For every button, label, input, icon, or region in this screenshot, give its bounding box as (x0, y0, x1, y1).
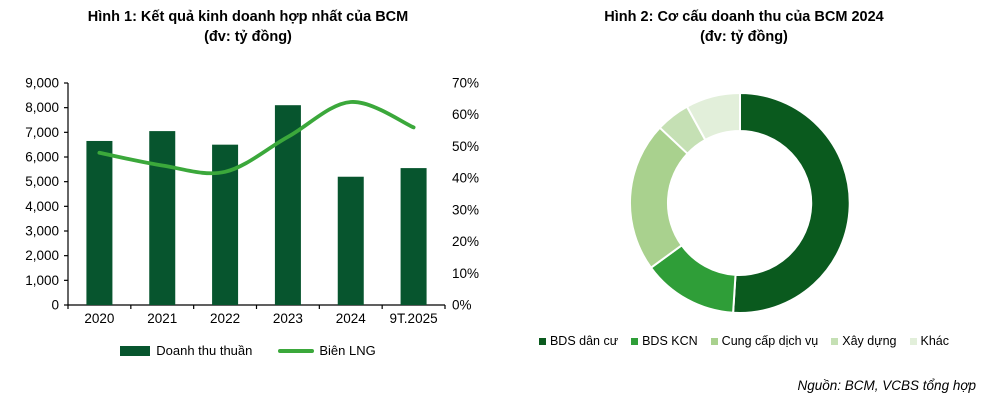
y-axis-right-tick-label: 20% (452, 234, 479, 249)
x-axis-category-label: 2023 (273, 311, 303, 326)
legend-label: Doanh thu thuần (156, 343, 253, 358)
y-axis-left-tick-label: 8,000 (25, 100, 59, 115)
legend-label: Cung cấp dịch vụ (721, 334, 819, 348)
legend-item-bar-series: Doanh thu thuần (120, 343, 252, 358)
bar-2021 (149, 131, 176, 305)
chart1-legend: Doanh thu thuần Biên LNG (0, 343, 496, 358)
donut-segment-0 (732, 92, 851, 314)
bar-2024 (337, 176, 364, 305)
legend-label: Xây dựng (842, 334, 897, 348)
y-axis-right-tick-label: 0% (452, 298, 472, 313)
y-axis-left-tick-label: 7,000 (25, 125, 59, 140)
y-axis-left-tick-label: 0 (51, 298, 59, 313)
source-note: Nguồn: BCM, VCBS tổng hợp (797, 378, 977, 393)
x-axis-category-label: 9T.2025 (390, 311, 438, 326)
chart2-title-line1: Hình 2: Cơ cấu doanh thu của BCM 2024 (604, 9, 884, 25)
legend-item-segment-2: Cung cấp dịch vụ (710, 334, 819, 348)
y-axis-left-tick-label: 1,000 (25, 273, 59, 288)
chart1-title-line2: (đv: tỷ đồng) (204, 28, 292, 45)
legend-item-segment-0: BDS dân cư (538, 334, 619, 348)
revenue-bars (86, 105, 427, 305)
y-axis-left-tick-label: 6,000 (25, 150, 59, 165)
segment-swatch (631, 337, 639, 345)
x-axis-category-label: 2024 (336, 311, 367, 326)
y-axis-left-tick-label: 4,000 (25, 199, 59, 214)
x-axis-category-label: 2022 (210, 311, 240, 326)
segment-swatch (710, 337, 718, 345)
bar-line-chart: 0 1,000 2,000 3,000 4,000 5,000 6,000 7,000 8,00… (25, 76, 479, 327)
y-axis-left-tick-label: 2,000 (25, 248, 59, 263)
y-axis-right-tick-label: 10% (452, 266, 479, 281)
segment-swatch (831, 337, 839, 345)
legend-label: Biên LNG (319, 343, 376, 358)
donut-segment-4 (686, 92, 741, 141)
bar-series-swatch (120, 345, 151, 356)
donut-segment-2 (628, 126, 689, 269)
y-axis-right-tick-label: 60% (452, 107, 479, 122)
y-axis-right-tick-label: 50% (452, 139, 479, 154)
chart1-title-line1: Hình 1: Kết quả kinh doanh hợp nhất của … (87, 9, 409, 25)
bar-2020 (86, 140, 113, 305)
line-series-swatch (278, 348, 315, 353)
chart2-legend: BDS dân cư BDS KCN Cung cấp dịch vụ Xây dựn… (496, 334, 992, 348)
bar-9T.2025 (400, 168, 427, 305)
y-axis-left-tick-label: 5,000 (25, 174, 59, 189)
legend-label: BDS dân cư (549, 334, 619, 348)
legend-label: BDS KCN (642, 334, 698, 348)
y-axis-right-tick-label: 70% (452, 76, 479, 91)
segment-swatch (909, 337, 917, 345)
y-axis-left-tick-label: 3,000 (25, 224, 59, 239)
legend-item-segment-4: Khác (909, 334, 950, 348)
y-axis-right-tick-label: 30% (452, 202, 479, 217)
legend-item-line-series: Biên LNG (278, 343, 376, 358)
legend-item-segment-3: Xây dựng (831, 334, 897, 348)
chart1-title: Hình 1: Kết quả kinh doanh hợp nhất của … (0, 8, 496, 47)
y-axis-left-tick-label: 9,000 (25, 76, 59, 91)
donut-chart (628, 92, 851, 314)
lng-margin-line (97, 100, 416, 176)
legend-label: Khác (920, 334, 950, 348)
legend-item-segment-1: BDS KCN (631, 334, 698, 348)
chart2-title-line2: (đv: tỷ đồng) (700, 28, 788, 45)
x-axis-category-label: 2021 (147, 311, 177, 326)
x-axis-category-label: 2020 (84, 311, 114, 326)
y-axis-right-tick-label: 40% (452, 171, 479, 186)
chart2-title: Hình 2: Cơ cấu doanh thu của BCM 2024 (đ… (496, 8, 992, 47)
segment-swatch (538, 337, 546, 345)
